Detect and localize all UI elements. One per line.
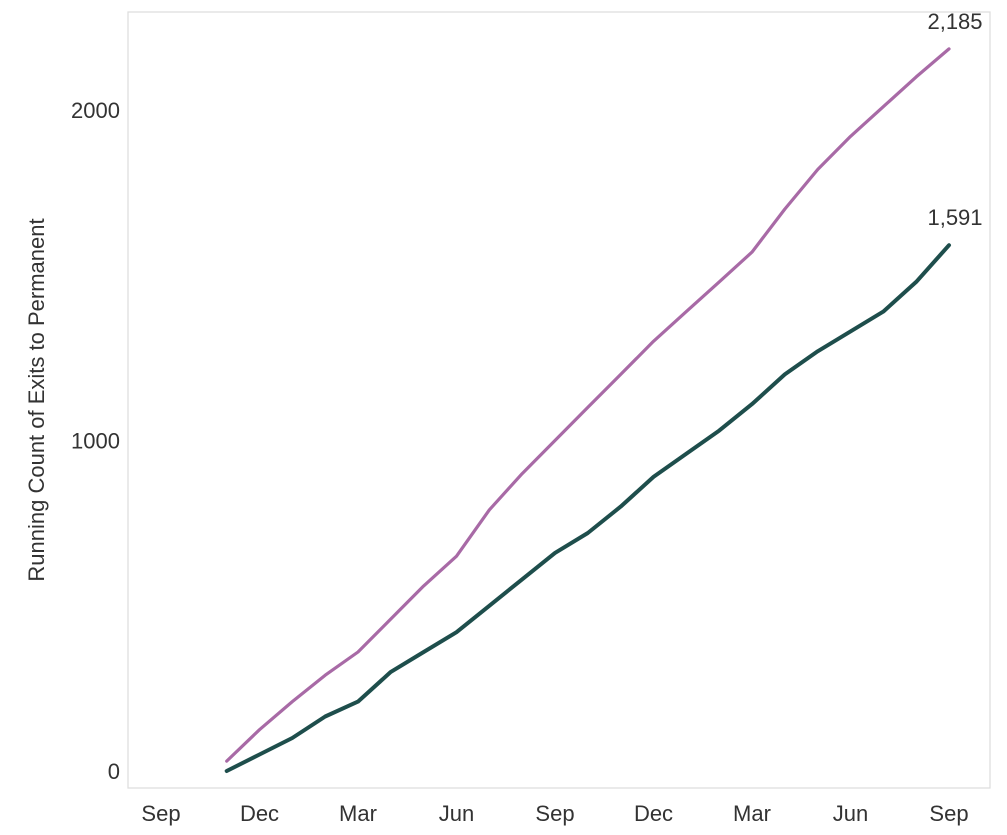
x-axis-ticks: Sep Dec Mar Jun Sep Dec Mar Jun Sep [141, 801, 968, 826]
x-tick-label: Jun [833, 801, 868, 826]
x-tick-label: Mar [733, 801, 771, 826]
x-tick-label: Sep [535, 801, 574, 826]
y-axis-ticks: 0 1000 2000 [71, 98, 120, 784]
end-value-label-1: 2,185 [927, 9, 982, 34]
y-tick-label: 2000 [71, 98, 120, 123]
x-tick-label: Jun [439, 801, 474, 826]
end-labels-layer: 2,185 1,591 [927, 9, 982, 230]
y-axis-label: Running Count of Exits to Permanent [24, 218, 49, 581]
series-line-1 [225, 47, 951, 763]
series-layer [224, 47, 951, 773]
y-tick-label: 1000 [71, 429, 120, 454]
x-tick-label: Mar [339, 801, 377, 826]
x-tick-label: Sep [141, 801, 180, 826]
x-tick-label: Sep [929, 801, 968, 826]
end-value-label-2: 1,591 [927, 205, 982, 230]
series-line-2 [224, 243, 951, 773]
x-tick-label: Dec [634, 801, 673, 826]
x-tick-label: Dec [240, 801, 279, 826]
y-tick-label: 0 [108, 759, 120, 784]
